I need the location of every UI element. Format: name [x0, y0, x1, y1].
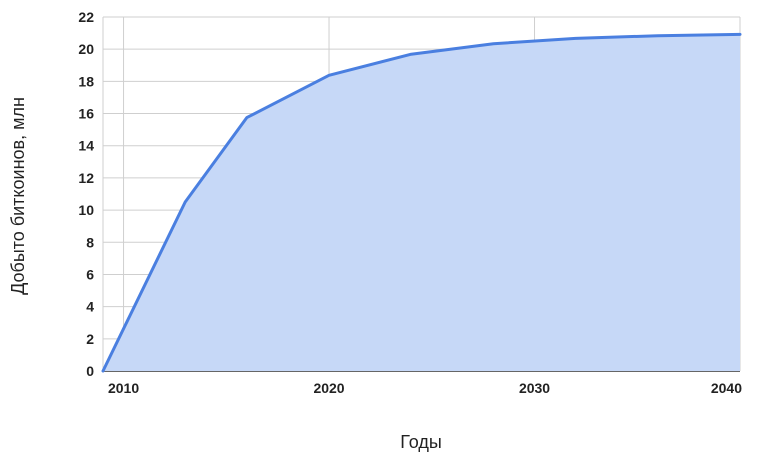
y-tick-label: 8 — [86, 234, 94, 250]
y-tick-label: 14 — [78, 138, 94, 154]
y-tick-label: 4 — [86, 299, 94, 315]
y-tick-label: 0 — [86, 363, 94, 379]
y-tick-label: 18 — [78, 73, 94, 89]
y-tick-label: 20 — [78, 41, 94, 57]
area-layer — [103, 34, 740, 371]
y-tick-label: 6 — [86, 266, 94, 282]
x-axis-title: Годы — [400, 432, 442, 452]
y-tick-label: 2 — [86, 331, 94, 347]
y-tick-label: 12 — [78, 170, 94, 186]
series-area — [103, 34, 740, 371]
y-axis-title: Добыто биткоинов, млн — [8, 97, 28, 295]
y-tick-label: 22 — [78, 9, 94, 25]
x-tick-label: 2030 — [519, 380, 550, 396]
x-tick-label: 2040 — [711, 380, 742, 396]
x-tick-label: 2010 — [108, 380, 139, 396]
y-tick-label: 16 — [78, 106, 94, 122]
x-tick-label: 2020 — [313, 380, 344, 396]
y-tick-label: 10 — [78, 202, 94, 218]
